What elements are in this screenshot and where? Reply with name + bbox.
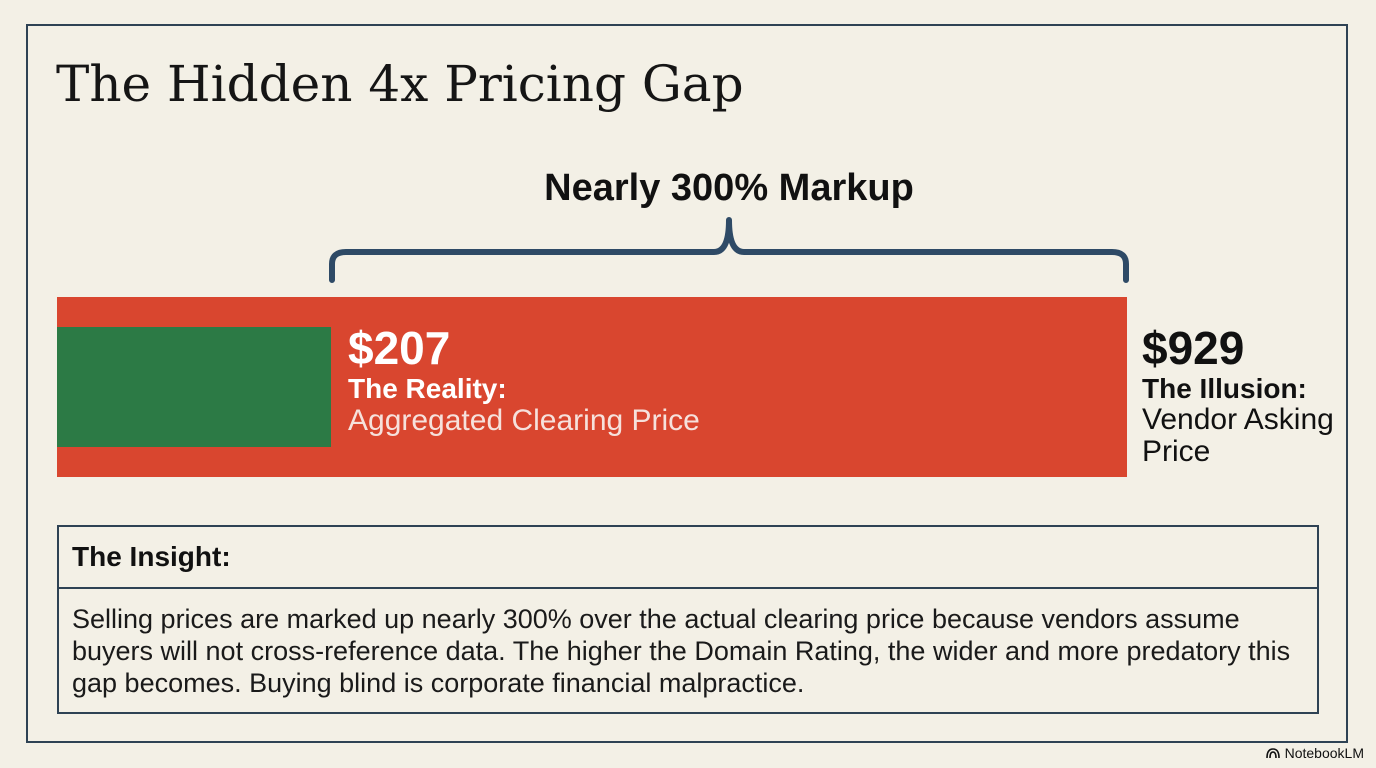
reality-price: $207	[348, 322, 451, 374]
illusion-label: The Illusion:	[1142, 373, 1307, 404]
illusion-description: Vendor Asking Price	[1142, 403, 1334, 468]
bar-clearing-price	[57, 327, 331, 447]
insight-heading: The Insight:	[59, 527, 1317, 589]
notebooklm-label: NotebookLM	[1284, 745, 1364, 761]
markup-annotation: Nearly 300% Markup	[544, 167, 914, 209]
reality-description: Aggregated Clearing Price	[348, 404, 700, 437]
reality-label: The Reality:	[348, 373, 507, 404]
insight-box: The Insight: Selling prices are marked u…	[57, 525, 1319, 714]
reality-label-group: $207 The Reality: Aggregated Clearing Pr…	[348, 322, 700, 438]
illusion-label-group: $929 The Illusion: Vendor Asking Price	[1142, 322, 1342, 468]
illusion-price: $929	[1142, 322, 1245, 374]
insight-body: Selling prices are marked up nearly 300%…	[72, 604, 1291, 698]
page-title: The Hidden 4x Pricing Gap	[56, 55, 744, 113]
notebooklm-logo-icon	[1265, 748, 1280, 759]
slide-frame	[26, 24, 1348, 743]
markup-brace	[329, 217, 1129, 283]
notebooklm-badge: NotebookLM	[1265, 744, 1364, 762]
